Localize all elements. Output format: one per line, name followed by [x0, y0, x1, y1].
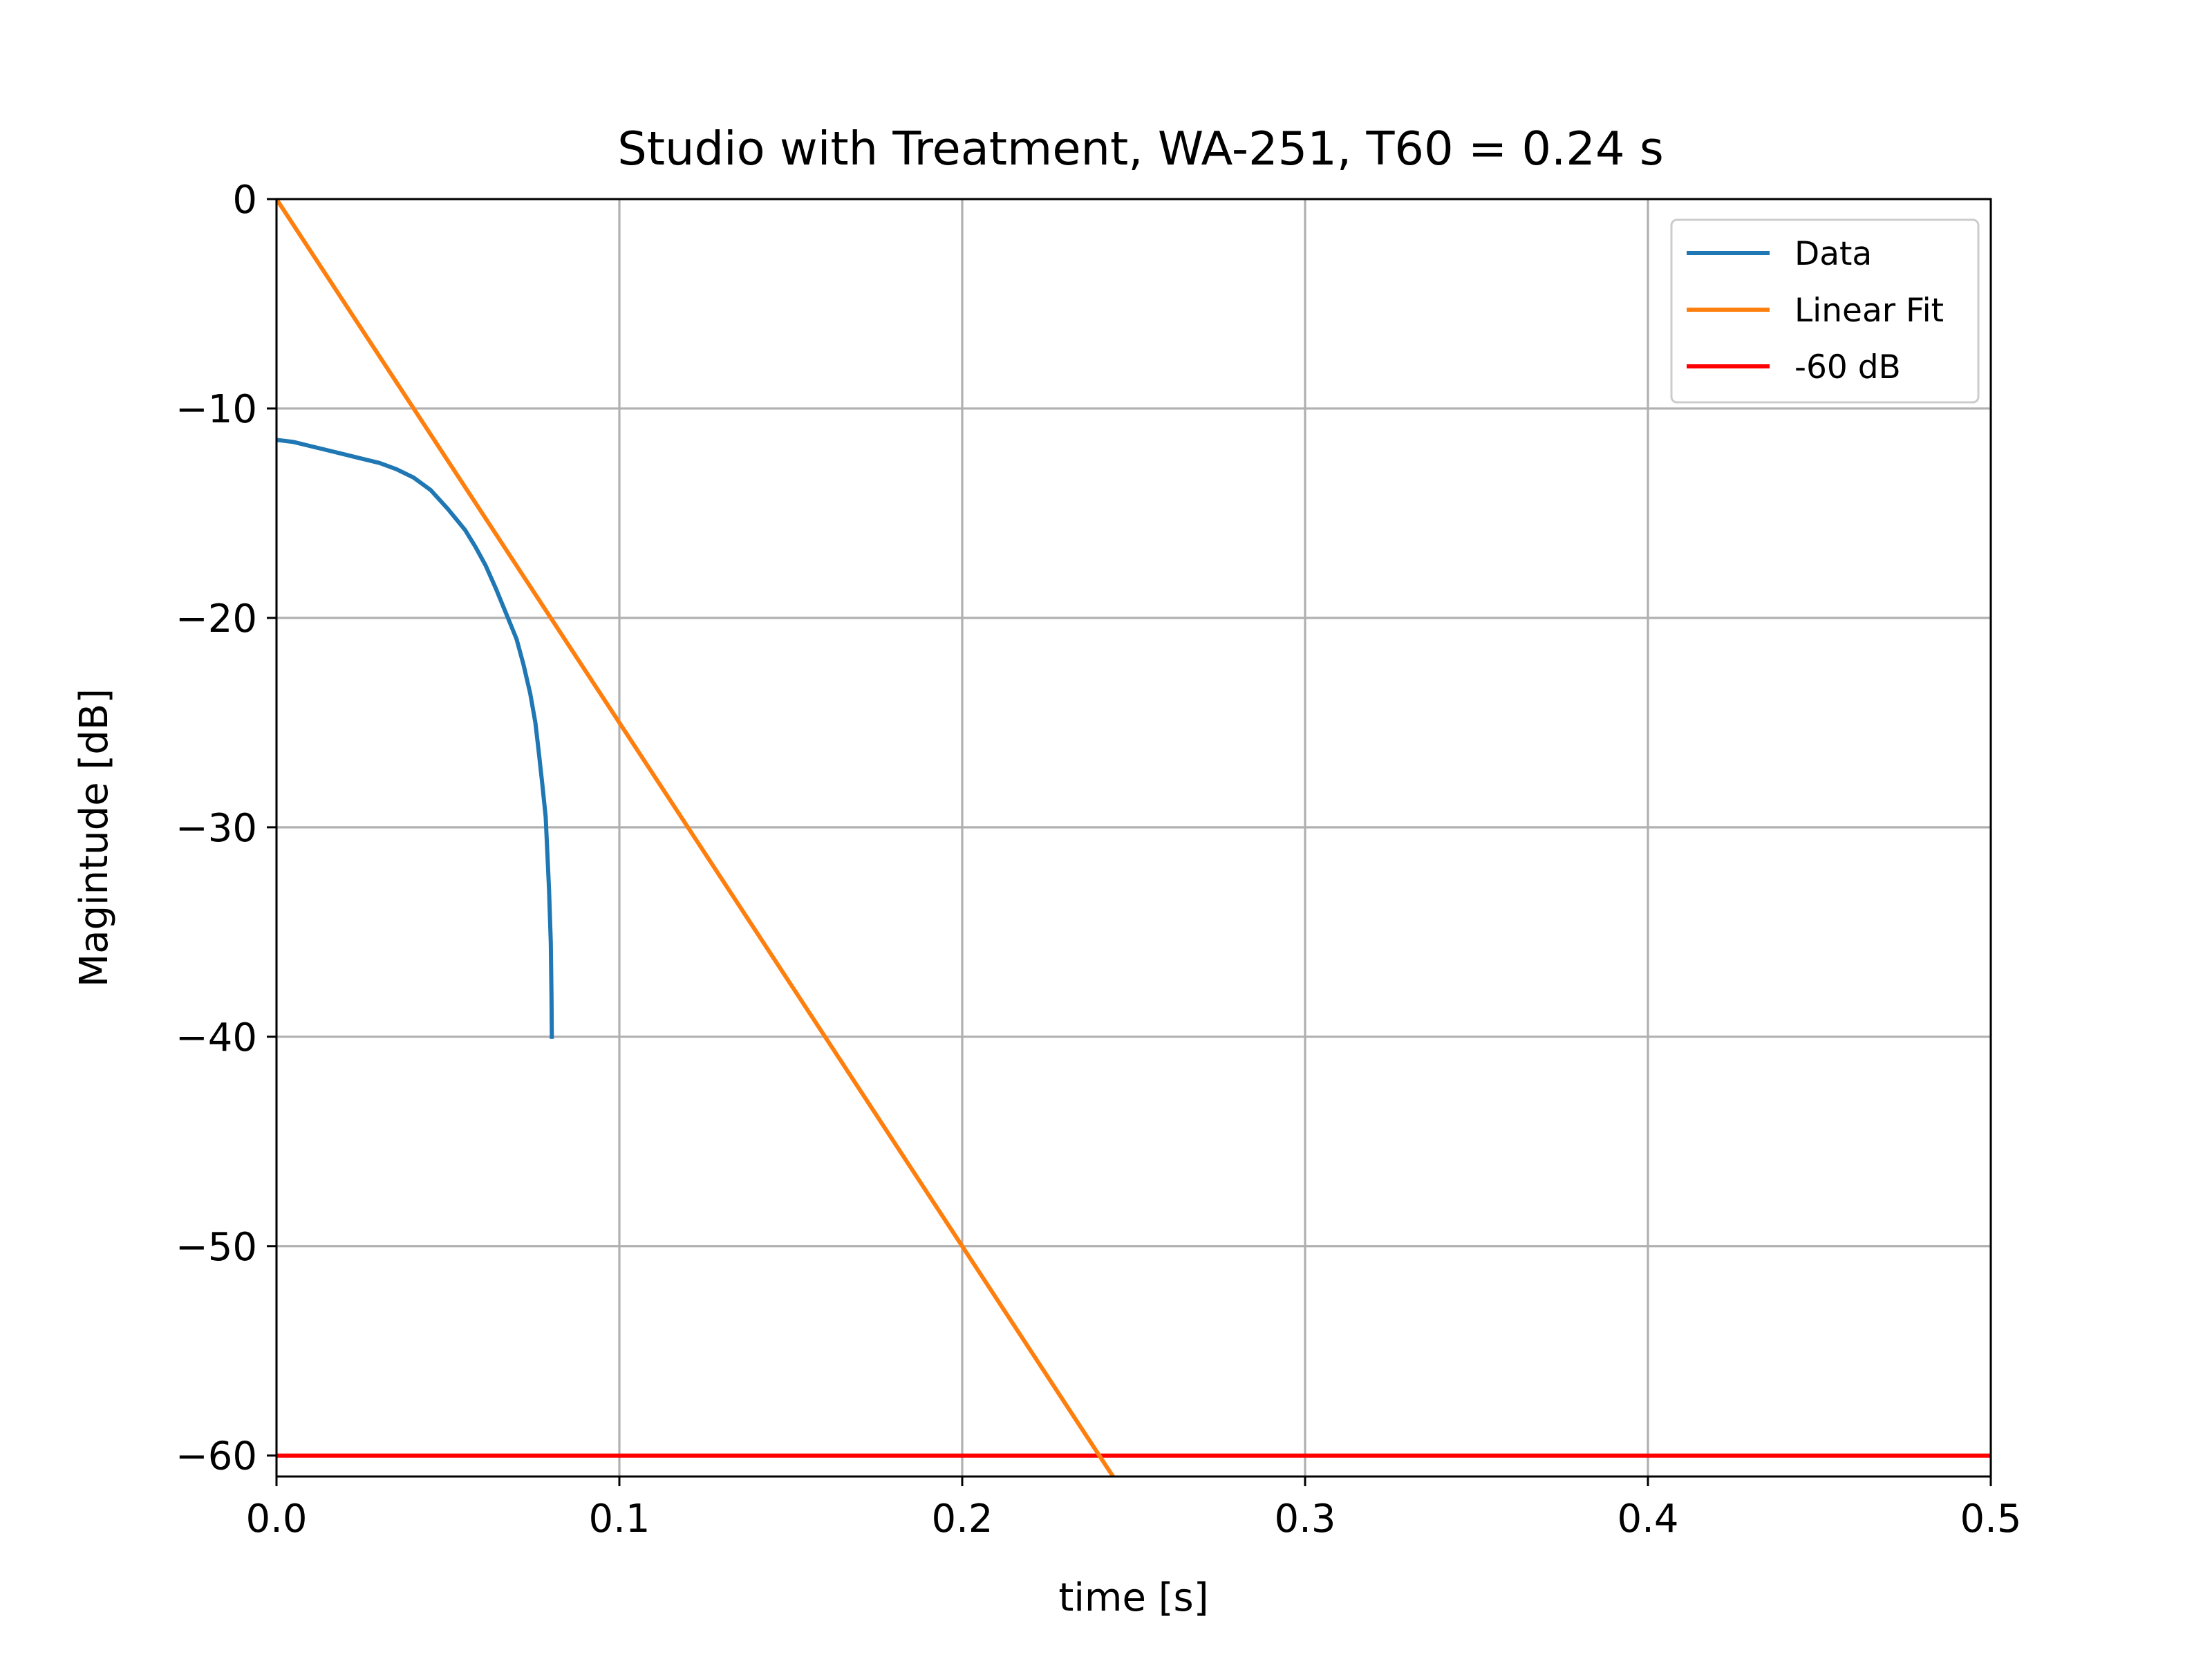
y-tick-label: −40	[176, 1015, 257, 1060]
grid	[275, 198, 1992, 1477]
x-tick-label: 0.0	[245, 1497, 307, 1541]
x-axis: 0.0 0.1 0.2 0.3 0.4 0.5	[245, 1477, 2022, 1541]
y-tick-label: −20	[176, 597, 257, 641]
y-tick-label: −10	[176, 387, 257, 432]
legend-label: Data	[1794, 235, 1872, 273]
y-axis-label: Magintude [dB]	[72, 688, 117, 987]
plot-frame	[275, 198, 1992, 1478]
x-tick-label: 0.5	[1960, 1497, 2021, 1541]
legend-box	[1670, 218, 1980, 404]
y-tick-label: −60	[176, 1434, 257, 1479]
x-tick-label: 0.1	[588, 1497, 650, 1541]
x-tick-label: 0.4	[1617, 1497, 1678, 1541]
x-axis-label: time [s]	[1058, 1575, 1208, 1620]
y-tick-label: −30	[176, 806, 257, 851]
x-tick-label: 0.2	[931, 1497, 993, 1541]
plot-area	[276, 199, 1991, 1477]
x-tick-label: 0.3	[1274, 1497, 1335, 1541]
legend-label: -60 dB	[1794, 348, 1901, 386]
y-axis: 0 −10 −20 −30 −40 −50 −60	[176, 178, 276, 1479]
chart-title: Studio with Treatment, WA-251, T60 = 0.2…	[617, 122, 1664, 176]
legend-label: Linear Fit	[1794, 292, 1944, 330]
y-tick-label: 0	[232, 178, 257, 223]
legend: Data Linear Fit -60 dB	[1670, 218, 1980, 404]
series-line-linear-fit	[276, 199, 1116, 1477]
y-tick-label: −50	[176, 1225, 257, 1270]
series-line-data	[276, 438, 554, 1039]
